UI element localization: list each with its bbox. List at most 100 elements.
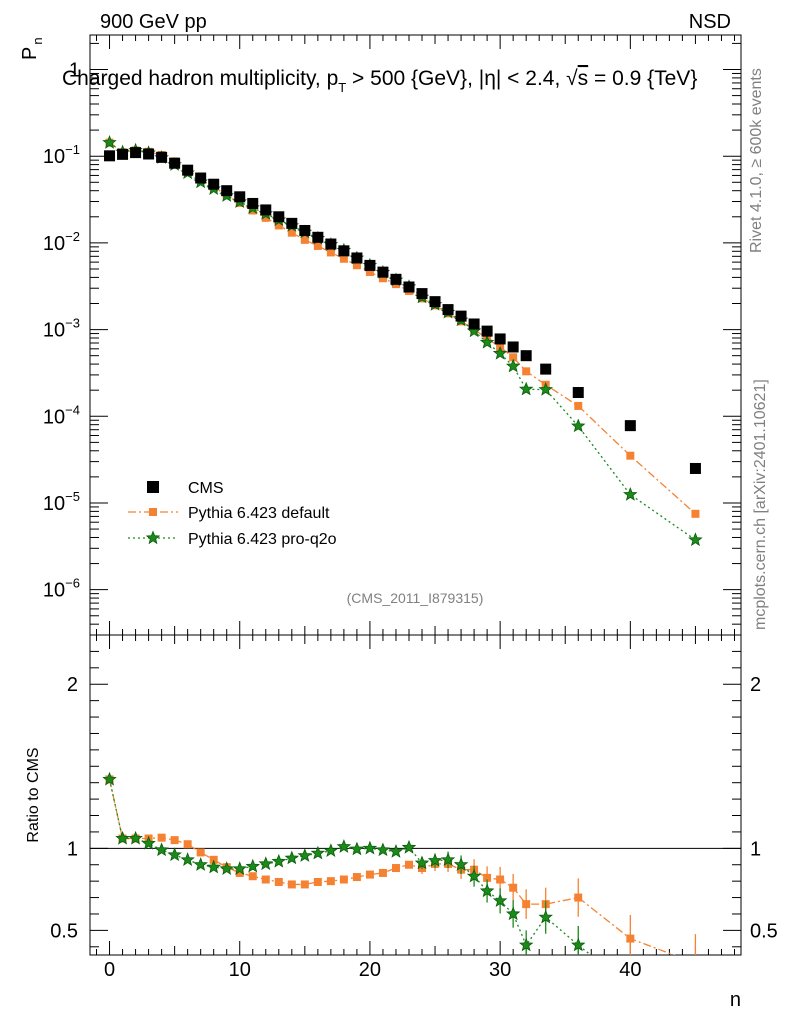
x-tick-label: 20 — [359, 959, 381, 981]
ratio-pro-q2o-point — [440, 852, 456, 867]
legend: CMS Pythia 6.423 default Pythia 6.423 pro-… — [128, 480, 337, 548]
cms-data-point — [468, 318, 480, 330]
ratio-pro-q2o-point — [323, 843, 339, 858]
ratio-pro-q2o-point — [571, 937, 586, 952]
ratio-pro-q2o-point — [375, 842, 391, 857]
ratio-default-point — [261, 875, 270, 884]
cms-data-point — [169, 157, 181, 169]
cms-data-point — [234, 191, 246, 203]
cms-data-point — [364, 259, 376, 271]
ratio-default-point — [522, 900, 531, 909]
y-tick-label: 10−5 — [43, 489, 80, 515]
ratio-pro-q2o-point — [349, 841, 365, 856]
ratio-pro-q2o-point — [624, 980, 636, 992]
y-tick-label: 10−3 — [43, 316, 80, 342]
cms-data-point — [325, 238, 337, 250]
ratio-pro-q2o-point — [466, 868, 482, 883]
ratio-pro-q2o-point — [232, 861, 247, 876]
series-default-point — [313, 241, 322, 250]
ratio-y-tick-label: 2 — [67, 674, 78, 696]
analysis-id: (CMS_2011_I879315) — [347, 590, 484, 606]
ratio-pro-q2o-point — [479, 883, 495, 898]
y-tick-label: 10−6 — [43, 576, 80, 602]
cms-data-point — [130, 147, 142, 159]
ratio-default-point — [626, 934, 635, 943]
cms-data-point — [299, 224, 311, 236]
ratio-pro-q2o-point — [518, 937, 534, 952]
ratio-default-point — [574, 893, 583, 902]
ratio-default-point — [183, 840, 192, 849]
ratio-pro-q2o-point — [115, 830, 130, 845]
x-tick-label: 40 — [619, 959, 641, 981]
series-default-point — [352, 261, 361, 270]
cms-data-point — [208, 178, 220, 190]
chart-title: Charged hadron multiplicity, pT > 500 {G… — [62, 67, 697, 95]
cms-data-point — [377, 266, 389, 278]
ratio-pro-q2o-point — [310, 845, 326, 860]
ratio-pro-q2o-point — [193, 857, 208, 871]
y-tick-label: 1 — [69, 59, 80, 81]
cms-data-point — [455, 310, 467, 322]
series-default-point — [274, 221, 283, 230]
ratio-pro-q2o-point — [336, 839, 352, 853]
series-pro-q2o-point — [688, 532, 703, 547]
ratio-pro-q2o-point — [258, 856, 274, 871]
ratio-pro-q2o-point — [492, 893, 508, 908]
ratio-y-tick-label-right: 2 — [750, 674, 761, 696]
cms-data-point — [260, 204, 272, 216]
cms-data-point — [624, 420, 636, 432]
series-pro-q2o-point — [623, 486, 638, 501]
ratio-plot-area — [90, 771, 741, 993]
svg-text:Pn: Pn — [19, 37, 45, 60]
series-default-point — [509, 353, 518, 362]
ratio-pro-q2o-point — [206, 859, 221, 874]
ratio-default-point — [365, 870, 374, 879]
cms-data-point — [104, 150, 116, 162]
ratio-pro-q2o-point — [689, 981, 701, 993]
cms-data-point — [442, 304, 454, 316]
ratio-default-point — [248, 872, 257, 881]
ratio-line-default — [108, 779, 676, 955]
series-pro-q2o-point — [102, 134, 117, 149]
ratio-default-point — [509, 883, 518, 892]
cms-data-point — [247, 197, 259, 209]
cms-data-point — [156, 151, 168, 163]
cms-data-point — [416, 288, 428, 300]
ratio-pro-q2o-point — [219, 861, 234, 875]
axis-ticks: 0 10 20 30 40 1 10−1 10−2 10−3 10−4 10−5 10−6 0.5 0.5… — [43, 35, 778, 981]
header-left-label: 900 GeV pp — [100, 11, 207, 33]
ratio-default-point — [235, 868, 244, 877]
ratio-y-axis-label: Ratio to CMS — [25, 747, 42, 842]
ratio-pro-q2o-point — [414, 855, 430, 870]
ratio-default-point — [404, 860, 413, 869]
series-default-point — [522, 367, 531, 376]
cms-data-point — [689, 462, 701, 474]
ratio-default-point — [378, 868, 387, 877]
cms-data-point — [390, 273, 402, 285]
cms-data-point — [572, 387, 584, 399]
ratio-pro-q2o-point — [297, 848, 313, 862]
ratio-pro-q2o-point — [284, 850, 300, 865]
cms-data-point — [273, 211, 285, 223]
x-axis-label: n — [730, 989, 741, 1011]
cms-data-point — [481, 325, 493, 337]
y-tick-label: 10−1 — [43, 142, 80, 168]
series-line-default — [109, 142, 696, 515]
series-default-point — [300, 235, 309, 244]
ratio-pro-q2o-point — [271, 853, 287, 868]
ratio-pro-q2o-point — [128, 830, 143, 845]
ratio-default-point — [496, 875, 505, 884]
legend-marker-cms — [147, 481, 159, 493]
series-default-point — [365, 267, 374, 276]
ratio-pro-q2o-point — [427, 852, 443, 867]
ratio-default-point — [274, 877, 283, 886]
ratio-default-point — [326, 877, 335, 886]
ratio-y-tick-label-right: 1 — [750, 838, 761, 860]
cms-data-point — [338, 245, 350, 257]
ratio-default-point — [483, 873, 492, 882]
ratio-default-point — [339, 875, 348, 884]
ratio-default-point — [300, 880, 309, 889]
cms-data-point — [520, 350, 532, 362]
ratio-pro-q2o-point — [167, 847, 182, 862]
